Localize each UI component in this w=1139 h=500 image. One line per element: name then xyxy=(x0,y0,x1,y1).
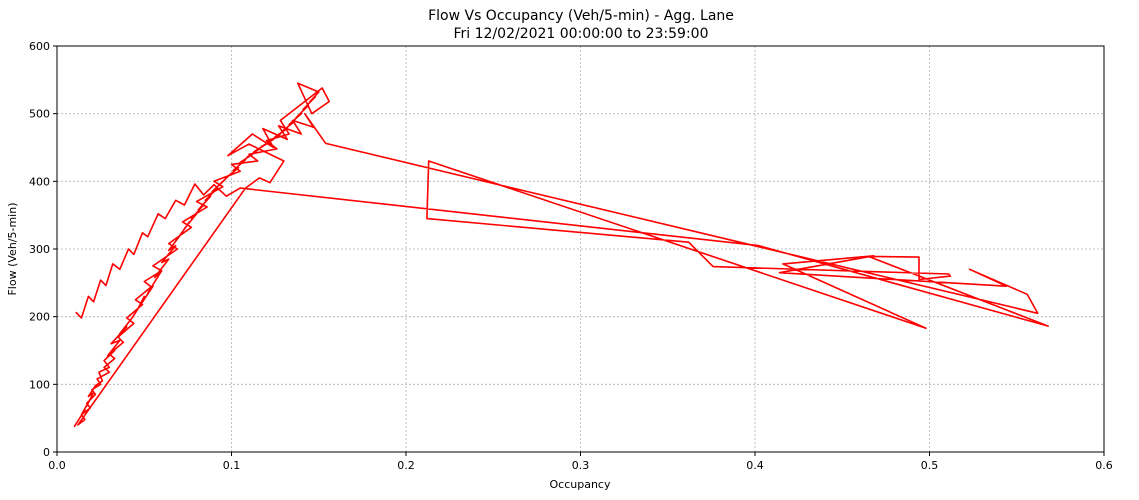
gridlines xyxy=(57,46,1104,452)
axis-ticks: 0.0 0.1 0.2 0.3 0.4 0.5 0.6 0 100 200 300 400 500 600 xyxy=(29,40,1113,472)
x-tick-label: 0.1 xyxy=(223,459,241,472)
x-tick-label: 0.5 xyxy=(921,459,939,472)
x-axis-label: Occupancy xyxy=(550,478,611,491)
x-tick-label: 0.2 xyxy=(397,459,415,472)
y-tick-label: 100 xyxy=(29,378,50,391)
chart-title: Flow Vs Occupancy (Veh/5-min) - Agg. Lan… xyxy=(428,8,734,24)
y-tick-label: 400 xyxy=(29,175,50,188)
chart-subtitle: Fri 12/02/2021 00:00:00 to 23:59:00 xyxy=(454,26,709,42)
y-tick-label: 0 xyxy=(43,446,50,459)
x-tick-label: 0.6 xyxy=(1095,459,1113,472)
x-tick-label: 0.4 xyxy=(746,459,764,472)
y-tick-label: 300 xyxy=(29,243,50,256)
series-layer xyxy=(73,82,1049,428)
flow-occupancy-series-line xyxy=(73,82,1049,428)
y-tick-label: 200 xyxy=(29,311,50,324)
x-tick-label: 0.3 xyxy=(572,459,590,472)
y-tick-label: 500 xyxy=(29,108,50,121)
x-tick-label: 0.0 xyxy=(48,459,66,472)
y-axis-label: Flow (Veh/5-min) xyxy=(6,202,19,295)
y-tick-label: 600 xyxy=(29,40,50,53)
